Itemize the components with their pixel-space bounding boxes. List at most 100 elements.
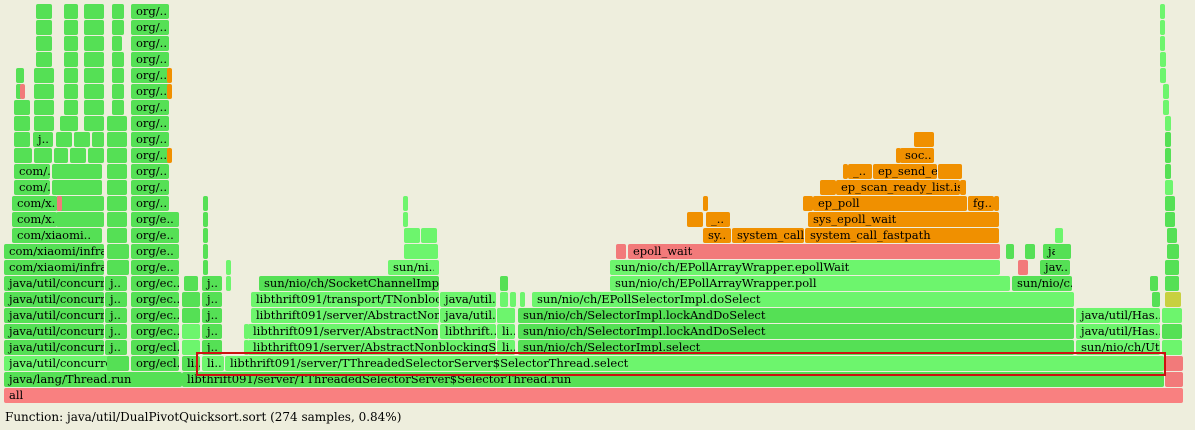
stack-frame[interactable]: libthrift091/server/AbstractNonblockingS… bbox=[248, 340, 496, 355]
stack-frame[interactable] bbox=[56, 132, 72, 147]
stack-frame[interactable]: org/.. bbox=[131, 68, 169, 83]
stack-frame[interactable] bbox=[60, 116, 78, 131]
stack-frame[interactable] bbox=[74, 132, 90, 147]
stack-frame[interactable] bbox=[4, 356, 9, 371]
stack-frame[interactable]: li.. bbox=[497, 324, 515, 339]
stack-frame[interactable] bbox=[1165, 260, 1179, 275]
stack-frame[interactable] bbox=[84, 68, 104, 83]
stack-frame[interactable]: system_call.. bbox=[732, 228, 804, 243]
stack-frame[interactable] bbox=[20, 84, 25, 99]
stack-frame[interactable] bbox=[500, 292, 508, 307]
stack-frame[interactable]: org/.. bbox=[131, 36, 169, 51]
stack-frame[interactable] bbox=[938, 164, 962, 179]
stack-frame[interactable]: li.. bbox=[182, 356, 200, 371]
stack-frame[interactable] bbox=[112, 36, 122, 51]
stack-frame[interactable]: j.. bbox=[105, 276, 127, 291]
stack-frame[interactable]: com/xiaomi.. bbox=[12, 228, 102, 243]
stack-frame[interactable] bbox=[167, 68, 172, 83]
stack-frame[interactable] bbox=[112, 20, 124, 35]
stack-frame[interactable] bbox=[14, 132, 30, 147]
stack-frame[interactable]: j.. bbox=[105, 340, 127, 355]
stack-frame[interactable] bbox=[914, 132, 934, 147]
stack-frame[interactable] bbox=[1055, 228, 1063, 243]
stack-frame[interactable] bbox=[112, 84, 124, 99]
stack-frame[interactable]: java/util/concurre.. bbox=[4, 292, 104, 307]
stack-frame[interactable]: sun/nio/ch/SelectorImpl.lockAndDoSelect bbox=[518, 308, 1074, 323]
stack-frame[interactable] bbox=[182, 292, 200, 307]
stack-frame[interactable] bbox=[808, 196, 813, 211]
stack-frame[interactable]: org/e.. bbox=[131, 260, 179, 275]
stack-frame[interactable] bbox=[112, 68, 124, 83]
stack-frame[interactable]: j.. bbox=[202, 308, 222, 323]
stack-frame[interactable]: org/e.. bbox=[131, 228, 179, 243]
stack-frame[interactable]: org/.. bbox=[131, 132, 169, 147]
stack-frame[interactable] bbox=[510, 292, 516, 307]
stack-frame[interactable]: java/util.. bbox=[440, 292, 496, 307]
stack-frame[interactable]: org/.. bbox=[131, 116, 169, 131]
stack-frame[interactable] bbox=[403, 196, 408, 211]
stack-frame[interactable]: libthrift091/transport/TNonblockin.. bbox=[251, 292, 439, 307]
stack-frame[interactable] bbox=[36, 4, 52, 19]
stack-frame[interactable]: org/ec.. bbox=[131, 276, 179, 291]
stack-frame[interactable] bbox=[64, 20, 78, 35]
stack-frame[interactable] bbox=[112, 100, 124, 115]
stack-frame[interactable] bbox=[1165, 180, 1173, 195]
stack-frame[interactable]: li.. bbox=[202, 356, 224, 371]
stack-frame[interactable]: j.. bbox=[105, 324, 127, 339]
stack-frame[interactable]: org/ec.. bbox=[131, 308, 179, 323]
stack-frame[interactable]: java/util/concurre.. bbox=[4, 308, 104, 323]
stack-frame[interactable]: all bbox=[4, 388, 1183, 403]
stack-frame[interactable] bbox=[1025, 244, 1035, 259]
stack-frame[interactable] bbox=[1160, 52, 1166, 67]
stack-frame[interactable] bbox=[167, 148, 172, 163]
stack-frame[interactable] bbox=[64, 52, 78, 67]
stack-frame[interactable]: java/lang/Thread.run bbox=[4, 372, 182, 387]
stack-frame[interactable] bbox=[57, 196, 62, 211]
stack-frame[interactable]: sun/ni.. bbox=[388, 260, 438, 275]
stack-frame[interactable] bbox=[84, 84, 104, 99]
stack-frame[interactable] bbox=[1165, 164, 1171, 179]
stack-frame[interactable] bbox=[244, 340, 249, 355]
stack-frame[interactable] bbox=[14, 148, 32, 163]
stack-frame[interactable] bbox=[497, 308, 515, 323]
stack-frame[interactable] bbox=[107, 228, 127, 243]
stack-frame[interactable] bbox=[64, 68, 78, 83]
stack-frame[interactable]: org/.. bbox=[131, 52, 169, 67]
stack-frame[interactable]: system_call_fastpath bbox=[805, 228, 999, 243]
stack-frame[interactable] bbox=[88, 148, 104, 163]
stack-frame[interactable]: sun/nio/ch/SelectorImpl.select bbox=[518, 340, 1074, 355]
stack-frame[interactable] bbox=[36, 52, 52, 67]
stack-frame[interactable] bbox=[84, 100, 104, 115]
stack-frame[interactable]: org/e.. bbox=[131, 212, 179, 227]
stack-frame[interactable]: org/e.. bbox=[131, 244, 179, 259]
stack-frame[interactable]: fg.. bbox=[968, 196, 994, 211]
stack-frame[interactable]: sun/nio/c.. bbox=[1012, 276, 1072, 291]
stack-frame[interactable] bbox=[16, 68, 24, 83]
stack-frame[interactable]: soc.. bbox=[900, 148, 934, 163]
stack-frame[interactable] bbox=[14, 116, 30, 131]
stack-frame[interactable] bbox=[203, 244, 208, 259]
stack-frame[interactable] bbox=[84, 36, 104, 51]
stack-frame[interactable] bbox=[52, 164, 102, 179]
stack-frame[interactable]: com/.. bbox=[14, 180, 50, 195]
stack-frame[interactable] bbox=[843, 164, 848, 179]
stack-frame[interactable]: epoll_wait bbox=[628, 244, 1000, 259]
stack-frame[interactable]: ep_send_e.. bbox=[873, 164, 937, 179]
stack-frame[interactable] bbox=[184, 276, 198, 291]
stack-frame[interactable] bbox=[84, 116, 104, 131]
stack-frame[interactable]: libthrift091/server/AbstractNonblock.. bbox=[248, 324, 438, 339]
stack-frame[interactable] bbox=[1162, 308, 1182, 323]
stack-frame[interactable] bbox=[203, 212, 208, 227]
stack-frame[interactable] bbox=[421, 228, 437, 243]
stack-frame[interactable] bbox=[1018, 260, 1028, 275]
stack-frame[interactable] bbox=[226, 276, 231, 291]
stack-frame[interactable] bbox=[226, 260, 231, 275]
stack-frame[interactable] bbox=[107, 132, 127, 147]
stack-frame[interactable] bbox=[1152, 292, 1160, 307]
stack-frame[interactable] bbox=[1165, 148, 1171, 163]
stack-frame[interactable]: org/.. bbox=[131, 180, 169, 195]
stack-frame[interactable] bbox=[404, 228, 420, 243]
stack-frame[interactable] bbox=[203, 196, 208, 211]
stack-frame[interactable]: java/util/concurre.. bbox=[4, 276, 104, 291]
stack-frame[interactable] bbox=[960, 180, 966, 195]
